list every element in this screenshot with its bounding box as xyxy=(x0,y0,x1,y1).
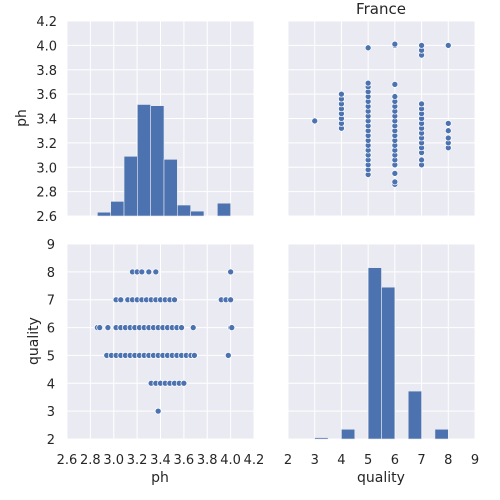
histogram-bar xyxy=(434,428,449,440)
histogram-bar xyxy=(177,204,191,217)
y-tick-label-ph: 4.0 xyxy=(36,39,57,54)
scatter-point xyxy=(96,324,104,331)
x-tick-label-ph: 2.6 xyxy=(57,453,78,468)
x-tick-label-quality: 3 xyxy=(311,453,319,468)
scatter-point xyxy=(391,93,399,100)
y-tick-label-ph: 4.2 xyxy=(36,15,57,30)
histogram-bar xyxy=(407,390,422,440)
panel-ph-vs-quality xyxy=(287,20,476,217)
x-tick-label-quality: 9 xyxy=(471,453,479,468)
y-axis-label-quality: quality xyxy=(26,317,42,365)
histogram-bar xyxy=(110,201,125,217)
x-tick-label-ph: 2.8 xyxy=(80,453,101,468)
histogram-bar xyxy=(367,267,382,440)
panel-quality-vs-ph xyxy=(66,243,255,440)
scatter-point xyxy=(104,324,112,331)
scatter-point xyxy=(391,169,399,177)
y-tick-label-ph: 2.6 xyxy=(36,210,57,225)
y-tick-label-ph: 3.4 xyxy=(36,113,57,128)
histogram-bar xyxy=(97,211,112,217)
scatter-point xyxy=(171,296,178,304)
y-tick-label-quality: 5 xyxy=(47,349,55,364)
scatter-point xyxy=(391,81,399,88)
scatter-point xyxy=(338,90,345,98)
scatter-point xyxy=(189,324,197,331)
x-tick-label-quality: 5 xyxy=(364,453,372,468)
y-tick-label-ph: 2.8 xyxy=(36,186,57,201)
scatter-point xyxy=(311,117,319,125)
scatter-point xyxy=(227,268,234,276)
scatter-point xyxy=(444,134,452,142)
y-tick-label-quality: 3 xyxy=(47,405,55,420)
histogram-bar xyxy=(137,104,151,217)
scatter-point xyxy=(191,352,198,359)
histogram-bar xyxy=(123,155,138,217)
chart-title: France xyxy=(356,0,406,18)
scatter-point xyxy=(154,407,162,415)
panel-quality-hist xyxy=(287,243,476,440)
x-tick-label-quality: 2 xyxy=(284,453,292,468)
scatter-point xyxy=(224,352,232,359)
y-tick-label-ph: 3.0 xyxy=(36,161,57,176)
scatter-point xyxy=(444,42,452,49)
x-tick-label-quality: 4 xyxy=(337,453,345,468)
y-tick-label-quality: 4 xyxy=(47,377,55,392)
scatter-point xyxy=(364,44,372,52)
histogram-bar xyxy=(314,437,329,440)
histogram-bar xyxy=(341,428,356,440)
scatter-point xyxy=(391,40,399,48)
scatter-point xyxy=(180,379,188,387)
histogram-bar xyxy=(381,286,396,440)
y-axis-label-ph: ph xyxy=(14,109,30,127)
x-tick-label-ph: 4.0 xyxy=(220,453,241,468)
scatter-point xyxy=(152,268,160,276)
y-tick-label-ph: 3.2 xyxy=(36,137,57,152)
x-tick-label-ph: 3.8 xyxy=(197,453,218,468)
histogram-bar xyxy=(190,210,205,217)
histogram-bar xyxy=(217,202,231,217)
y-tick-label-quality: 7 xyxy=(47,294,55,309)
scatter-point xyxy=(227,296,234,304)
scatter-point xyxy=(418,100,425,108)
scatter-point xyxy=(145,268,153,276)
scatter-point xyxy=(418,42,425,49)
panel-ph-hist xyxy=(66,20,255,217)
histogram-bar xyxy=(150,105,165,217)
y-tick-label-quality: 6 xyxy=(47,322,55,337)
histogram-bar xyxy=(163,159,178,217)
scatter-point xyxy=(117,296,125,304)
scatter-point xyxy=(228,324,236,331)
scatter-point xyxy=(391,178,399,186)
x-tick-label-ph: 3.4 xyxy=(150,453,171,468)
x-tick-label-ph: 3.0 xyxy=(103,453,124,468)
scatter-point xyxy=(364,79,372,87)
y-tick-label-quality: 2 xyxy=(47,433,55,448)
x-axis-label-quality: quality xyxy=(357,470,405,486)
scatter-point xyxy=(178,324,185,331)
scatter-point xyxy=(444,120,452,127)
scatter-point xyxy=(138,268,146,276)
x-tick-label-quality: 8 xyxy=(444,453,452,468)
scatter-point xyxy=(444,127,452,135)
x-tick-label-quality: 7 xyxy=(417,453,425,468)
y-tick-label-ph: 3.6 xyxy=(36,88,57,103)
x-tick-label-ph: 4.2 xyxy=(244,453,265,468)
y-tick-label-quality: 9 xyxy=(47,238,55,253)
x-axis-label-ph: ph xyxy=(151,470,169,486)
x-tick-label-ph: 3.6 xyxy=(174,453,195,468)
scatter-point xyxy=(418,156,425,164)
y-tick-label-quality: 8 xyxy=(47,266,55,281)
y-tick-label-ph: 3.8 xyxy=(36,64,57,79)
x-tick-label-ph: 3.2 xyxy=(127,453,148,468)
x-tick-label-quality: 6 xyxy=(391,453,399,468)
